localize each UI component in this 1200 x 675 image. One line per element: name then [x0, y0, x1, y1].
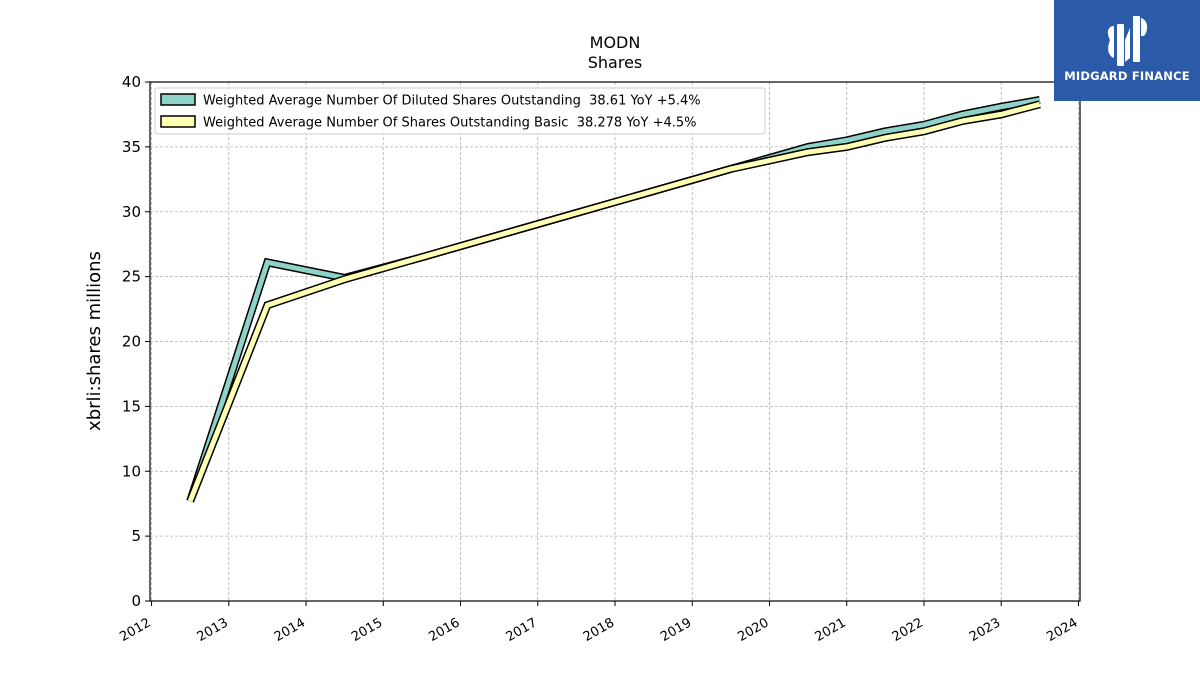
x-tick-label: 2015 [349, 615, 385, 645]
midgard-logo-icon [1107, 16, 1148, 66]
y-tick-label: 0 [131, 592, 141, 610]
chart-subtitle: Shares [588, 53, 643, 72]
y-axis-label: xbrli:shares millions [84, 251, 105, 431]
x-tick-label: 2020 [735, 615, 771, 645]
x-tick-label: 2021 [813, 615, 849, 645]
grid [150, 81, 1080, 602]
legend-swatch-basic [160, 115, 196, 128]
x-tick-label: 2017 [504, 615, 540, 645]
y-tick-label: 25 [122, 268, 141, 286]
x-tick-label: 2013 [195, 615, 231, 645]
legend-label-diluted: Weighted Average Number Of Diluted Share… [203, 94, 701, 109]
logo-text: MIDGARD FINANCE [1064, 69, 1190, 83]
y-tick-label: 10 [122, 462, 141, 480]
y-tick-label: 20 [122, 333, 141, 351]
x-tick-label: 2014 [272, 615, 308, 645]
y-tick-label: 30 [122, 203, 141, 221]
y-tick-label: 5 [131, 527, 141, 545]
y-tick-label: 15 [122, 397, 141, 415]
series-line-0 [187, 97, 1041, 502]
y-axis: 0 5 10 15 20 25 30 35 40 [122, 73, 150, 610]
y-tick-label: 35 [122, 138, 141, 156]
x-tick-label: 2022 [890, 615, 926, 645]
brand-logo: MIDGARD FINANCE [1054, 0, 1200, 101]
x-tick-label: 2023 [967, 615, 1003, 645]
chart-title: MODN [590, 33, 641, 52]
x-tick-label: 2018 [581, 615, 617, 645]
series-line-1 [187, 101, 1041, 503]
y-tick-label: 40 [122, 73, 141, 91]
x-axis: 2012 2013 2014 2015 2016 2017 2018 2019 2020 2021… [117, 601, 1080, 645]
x-tick-label: 2019 [658, 615, 694, 645]
series-line-outline-0 [186, 96, 1041, 503]
x-tick-label: 2016 [426, 615, 462, 645]
x-tick-label: 2012 [117, 615, 153, 645]
legend: Weighted Average Number Of Diluted Share… [154, 87, 766, 135]
legend-box [154, 87, 766, 135]
x-tick-label: 2024 [1044, 615, 1080, 645]
series-group [186, 96, 1041, 503]
legend-label-basic: Weighted Average Number Of Shares Outsta… [203, 116, 697, 131]
legend-swatch-diluted [160, 93, 196, 106]
